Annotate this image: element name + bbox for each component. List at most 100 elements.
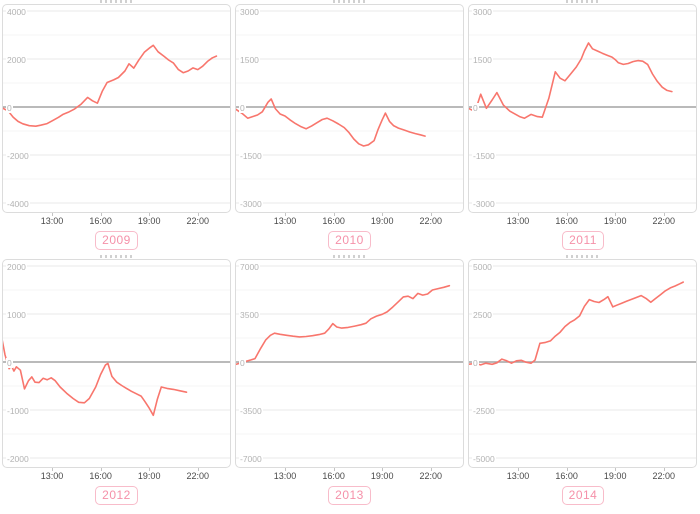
y-tick-label: -3000 bbox=[472, 199, 496, 209]
line-chart bbox=[469, 265, 696, 459]
clipped-chart-title bbox=[332, 255, 367, 258]
y-tick-label: -2000 bbox=[6, 151, 30, 161]
y-tick-label: 5000 bbox=[472, 262, 493, 272]
y-tick-label: -3000 bbox=[239, 199, 263, 209]
x-tick-label: 16:00 bbox=[322, 471, 345, 481]
x-tick-mark bbox=[382, 213, 384, 216]
y-tick-label: 1000 bbox=[6, 310, 27, 320]
chart-cell-2: 3000 1500 0 -1500 -3000 13:00 16:00 19:00 22:00… bbox=[233, 0, 466, 255]
x-axis-labels: 13:00 16:00 19:00 22:00 bbox=[235, 213, 466, 229]
x-tick-mark bbox=[197, 213, 199, 216]
x-axis-labels: 13:00 16:00 19:00 22:00 bbox=[2, 468, 233, 484]
x-tick-mark bbox=[430, 213, 432, 216]
y-tick-label: -2500 bbox=[472, 406, 496, 416]
x-tick-mark bbox=[100, 213, 102, 216]
x-tick-label: 22:00 bbox=[652, 216, 676, 226]
x-tick-mark bbox=[518, 213, 519, 216]
x-tick-label: 16:00 bbox=[555, 216, 578, 226]
y-tick-label: -1500 bbox=[239, 151, 263, 161]
chart-panel: 2000 1000 0 -1000 -2000 bbox=[2, 259, 231, 468]
x-tick-label: 16:00 bbox=[89, 216, 112, 226]
x-tick-mark bbox=[197, 468, 199, 471]
x-tick-mark bbox=[615, 213, 617, 216]
year-badge[interactable]: 2013 bbox=[328, 486, 371, 505]
year-badge[interactable]: 2014 bbox=[561, 486, 605, 505]
chart-cell-3: 3000 1500 0 -1500 -3000 13:00 16:00 19:00 22:00… bbox=[466, 0, 700, 255]
x-tick-mark bbox=[382, 468, 384, 471]
x-tick-mark bbox=[100, 468, 102, 471]
y-tick-label: 2500 bbox=[472, 310, 493, 320]
y-tick-label: 0 bbox=[6, 103, 13, 113]
x-tick-mark bbox=[52, 213, 53, 216]
y-tick-label: -5000 bbox=[472, 454, 496, 464]
y-tick-label: -3500 bbox=[239, 406, 263, 416]
chart-cell-6: 5000 2500 0 -2500 -5000 13:00 16:00 19:00 22:00… bbox=[466, 255, 700, 511]
chart-cell-5: 7000 3500 0 -3500 -7000 13:00 16:00 19:00 22:00… bbox=[233, 255, 466, 511]
x-tick-mark bbox=[285, 468, 286, 471]
facet-label-row: 2010 bbox=[233, 229, 466, 259]
x-tick-label: 13:00 bbox=[506, 471, 530, 481]
chart-cell-1: 4000 2000 0 -2000 -4000 13:00 16:00 19:00 22:00… bbox=[0, 0, 233, 255]
y-tick-label: 1500 bbox=[472, 55, 493, 65]
line-chart bbox=[236, 265, 463, 459]
y-tick-label: 2000 bbox=[6, 55, 27, 65]
x-tick-label: 19:00 bbox=[137, 216, 161, 226]
y-tick-label: -1000 bbox=[6, 406, 30, 416]
chart-panel: 4000 2000 0 -2000 -4000 bbox=[2, 4, 231, 213]
x-tick-label: 22:00 bbox=[419, 471, 443, 481]
chart-panel: 3000 1500 0 -1500 -3000 bbox=[235, 4, 464, 213]
y-tick-label: -1500 bbox=[472, 151, 496, 161]
x-tick-label: 13:00 bbox=[273, 216, 297, 226]
y-tick-label: -2000 bbox=[6, 454, 30, 464]
facet-label-row: 2013 bbox=[233, 484, 466, 514]
x-tick-mark bbox=[663, 468, 665, 471]
x-tick-label: 19:00 bbox=[603, 471, 627, 481]
y-tick-label: 0 bbox=[239, 103, 246, 113]
x-axis-labels: 13:00 16:00 19:00 22:00 bbox=[2, 213, 233, 229]
year-badge[interactable]: 2009 bbox=[95, 231, 138, 250]
x-tick-mark bbox=[333, 213, 335, 216]
y-tick-label: 4000 bbox=[6, 7, 27, 17]
x-tick-label: 19:00 bbox=[370, 471, 394, 481]
x-tick-mark bbox=[663, 213, 665, 216]
x-tick-label: 22:00 bbox=[652, 471, 676, 481]
clipped-chart-title bbox=[99, 255, 134, 258]
facet-label-row: 2014 bbox=[466, 484, 700, 514]
y-tick-label: -4000 bbox=[6, 199, 30, 209]
y-tick-label: 1500 bbox=[239, 55, 260, 65]
chart-panel: 7000 3500 0 -3500 -7000 bbox=[235, 259, 464, 468]
x-tick-mark bbox=[285, 213, 286, 216]
y-tick-label: -7000 bbox=[239, 454, 263, 464]
x-tick-mark bbox=[518, 468, 519, 471]
facet-label-row: 2009 bbox=[0, 229, 233, 259]
x-tick-label: 16:00 bbox=[555, 471, 578, 481]
x-tick-label: 13:00 bbox=[506, 216, 530, 226]
line-chart bbox=[469, 10, 696, 204]
x-tick-mark bbox=[615, 468, 617, 471]
x-tick-mark bbox=[333, 468, 335, 471]
year-badge[interactable]: 2012 bbox=[95, 486, 138, 505]
y-tick-label: 3500 bbox=[239, 310, 260, 320]
line-chart bbox=[236, 10, 463, 204]
chart-panel: 5000 2500 0 -2500 -5000 bbox=[468, 259, 697, 468]
year-badge[interactable]: 2011 bbox=[562, 231, 604, 250]
x-tick-mark bbox=[430, 468, 432, 471]
clipped-chart-title bbox=[566, 255, 600, 258]
line-chart bbox=[3, 265, 230, 459]
x-tick-label: 22:00 bbox=[186, 471, 210, 481]
x-tick-mark bbox=[149, 213, 151, 216]
x-tick-label: 22:00 bbox=[419, 216, 443, 226]
x-tick-label: 22:00 bbox=[186, 216, 210, 226]
x-tick-label: 19:00 bbox=[603, 216, 627, 226]
year-badge[interactable]: 2010 bbox=[328, 231, 371, 250]
y-tick-label: 7000 bbox=[239, 262, 260, 272]
y-tick-label: 0 bbox=[472, 358, 479, 368]
y-tick-label: 3000 bbox=[239, 7, 260, 17]
facet-label-row: 2012 bbox=[0, 484, 233, 514]
x-tick-label: 19:00 bbox=[137, 471, 161, 481]
x-axis-labels: 13:00 16:00 19:00 22:00 bbox=[468, 213, 700, 229]
x-axis-labels: 13:00 16:00 19:00 22:00 bbox=[235, 468, 466, 484]
y-tick-label: 0 bbox=[6, 358, 13, 368]
y-tick-label: 3000 bbox=[472, 7, 493, 17]
